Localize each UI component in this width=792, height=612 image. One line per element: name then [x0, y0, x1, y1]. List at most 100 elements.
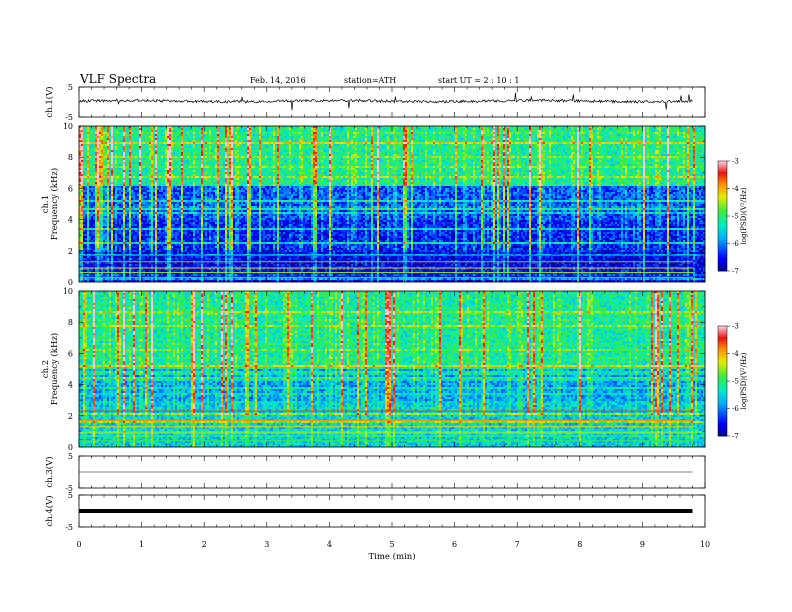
heatmap-cell: [487, 144, 490, 147]
heatmap-cell: [215, 146, 218, 149]
heatmap-cell: [577, 128, 580, 131]
heatmap-cell: [83, 140, 86, 143]
heatmap-cell: [473, 146, 476, 149]
heatmap-cell: [89, 154, 92, 157]
heatmap-cell: [265, 156, 268, 159]
heatmap-cell: [523, 142, 526, 145]
heatmap-cell: [581, 138, 584, 141]
heatmap-cell: [279, 150, 282, 153]
heatmap-cell: [209, 134, 212, 137]
heatmap-cell: [293, 150, 296, 153]
heatmap-cell: [211, 132, 214, 135]
heatmap-cell: [335, 146, 338, 149]
heatmap-cell: [477, 140, 480, 143]
heatmap-cell: [379, 150, 382, 153]
heatmap-cell: [207, 134, 210, 137]
heatmap-cell: [479, 130, 482, 133]
heatmap-cell: [173, 130, 176, 133]
heatmap-cell: [119, 134, 122, 137]
heatmap-cell: [181, 150, 184, 153]
heatmap-cell: [423, 138, 426, 141]
heatmap-cell: [535, 138, 538, 141]
heatmap-cell: [379, 148, 382, 151]
heatmap-cell: [443, 156, 446, 159]
heatmap-cell: [421, 126, 424, 129]
heatmap-cell: [647, 146, 650, 149]
heatmap-cell: [521, 134, 524, 137]
heatmap-cell: [609, 128, 612, 131]
heatmap-cell: [501, 130, 504, 133]
heatmap-cell: [449, 128, 452, 131]
heatmap-cell: [635, 150, 638, 153]
heatmap-cell: [243, 130, 246, 133]
heatmap-cell: [619, 126, 622, 129]
heatmap-cell: [611, 128, 614, 131]
heatmap-cell: [411, 144, 414, 147]
heatmap-cell: [329, 130, 332, 133]
heatmap-cell: [681, 134, 684, 137]
heatmap-cell: [151, 132, 154, 135]
heatmap-cell: [551, 134, 554, 137]
heatmap-cell: [329, 128, 332, 131]
heatmap-cell: [349, 150, 352, 153]
heatmap-cell: [653, 128, 656, 131]
heatmap-cell: [649, 136, 652, 139]
heatmap-cell: [493, 128, 496, 131]
heatmap-cell: [535, 130, 538, 133]
heatmap-cell: [389, 132, 392, 135]
heatmap-cell: [695, 130, 698, 133]
heatmap-cell: [207, 128, 210, 131]
heatmap-cell: [523, 138, 526, 141]
heatmap-cell: [233, 142, 236, 145]
heatmap-cell: [499, 138, 502, 141]
heatmap-cell: [583, 152, 586, 155]
heatmap-cell: [203, 154, 206, 157]
heatmap-cell: [409, 134, 412, 137]
heatmap-cell: [289, 146, 292, 149]
heatmap-cell: [693, 126, 696, 129]
heatmap-cell: [611, 150, 614, 153]
heatmap-cell: [629, 130, 632, 133]
heatmap-cell: [513, 136, 516, 139]
heatmap-cell: [267, 132, 270, 135]
heatmap-cell: [119, 130, 122, 133]
heatmap-cell: [211, 142, 214, 145]
heatmap-cell: [165, 138, 168, 141]
heatmap-cell: [411, 156, 414, 159]
heatmap-cell: [421, 128, 424, 131]
heatmap-cell: [541, 152, 544, 155]
heatmap-cell: [471, 154, 474, 157]
heatmap-cell: [181, 128, 184, 131]
heatmap-cell: [267, 140, 270, 143]
heatmap-cell: [111, 132, 114, 135]
heatmap-cell: [473, 148, 476, 151]
heatmap-cell: [539, 138, 542, 141]
heatmap-cell: [311, 136, 314, 139]
heatmap-cell: [553, 144, 556, 147]
heatmap-cell: [423, 154, 426, 157]
heatmap-cell: [297, 134, 300, 137]
heatmap-cell: [593, 152, 596, 155]
heatmap-cell: [217, 138, 220, 141]
heatmap-cell: [357, 138, 360, 141]
heatmap-cell: [147, 152, 150, 155]
heatmap-cell: [129, 156, 132, 159]
heatmap-cell: [593, 148, 596, 151]
heatmap-cell: [549, 134, 552, 137]
heatmap-cell: [157, 156, 160, 159]
heatmap-cell: [509, 150, 512, 153]
heatmap-cell: [563, 136, 566, 139]
heatmap-cell: [703, 146, 706, 149]
heatmap-cell: [405, 142, 408, 145]
heatmap-cell: [243, 148, 246, 151]
heatmap-cell: [131, 130, 134, 133]
heatmap-cell: [441, 142, 444, 145]
heatmap-cell: [511, 146, 514, 149]
heatmap-cell: [303, 132, 306, 135]
heatmap-cell: [93, 132, 96, 135]
heatmap-cell: [257, 134, 260, 137]
heatmap-cell: [355, 148, 358, 151]
heatmap-cell: [539, 132, 542, 135]
heatmap-cell: [349, 154, 352, 157]
heatmap-cell: [147, 138, 150, 141]
